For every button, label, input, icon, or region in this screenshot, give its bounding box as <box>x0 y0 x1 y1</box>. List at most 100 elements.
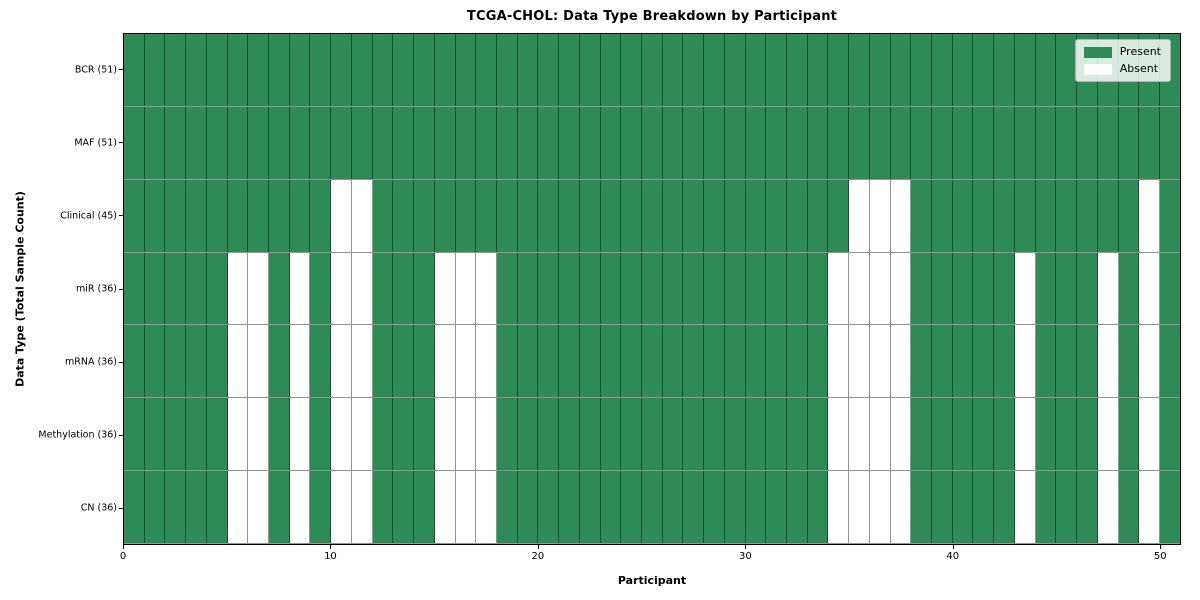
cell-miR-p44-present <box>1035 252 1057 325</box>
cell-Clinical-p33-present <box>807 179 829 252</box>
x-tick-label-40: 40 <box>946 551 960 562</box>
cell-miR-p45-present <box>1056 252 1078 325</box>
cell-CN-p24-present <box>621 471 642 544</box>
cell-mRNA-p35-absent <box>849 325 870 398</box>
cell-mRNA-p12-present <box>372 325 394 398</box>
legend-item-absent: Absent <box>1083 62 1161 75</box>
cell-Clinical-p32-present <box>787 179 808 252</box>
y-tick-label-mRNA: mRNA (36) <box>65 356 117 368</box>
cell-miR-p14-present <box>414 252 435 325</box>
cell-mRNA-p36-absent <box>869 325 891 398</box>
cell-MAF-p24-present <box>621 106 642 179</box>
cell-Methylation-p50-present <box>1159 398 1180 471</box>
cell-MAF-p34-present <box>828 106 850 179</box>
cell-mRNA-p21-present <box>559 325 580 398</box>
x-tick-mark <box>1160 545 1162 549</box>
y-tick-mark <box>119 69 123 71</box>
x-tick-label-50: 50 <box>1153 551 1167 562</box>
cell-BCR-p10-present <box>331 34 352 106</box>
cell-MAF-p0-present <box>124 106 145 179</box>
cell-Methylation-p3-present <box>186 398 207 471</box>
cell-Methylation-p44-present <box>1035 398 1057 471</box>
x-tick-label-20: 20 <box>531 551 545 562</box>
cell-Methylation-p12-present <box>372 398 394 471</box>
cell-CN-p48-present <box>1118 471 1140 544</box>
x-tick-label-0: 0 <box>119 551 127 562</box>
cell-CN-p29-present <box>724 471 746 544</box>
cell-miR-p41-present <box>973 252 995 325</box>
cell-miR-p32-present <box>787 252 808 325</box>
cell-miR-p46-present <box>1077 252 1098 325</box>
cell-BCR-p16-present <box>455 34 477 106</box>
cell-Clinical-p3-present <box>186 179 207 252</box>
cell-miR-p0-present <box>124 252 145 325</box>
cell-mRNA-p33-present <box>807 325 829 398</box>
cell-CN-p0-present <box>124 471 145 544</box>
cell-MAF-p19-present <box>517 106 539 179</box>
cell-mRNA-p32-present <box>787 325 808 398</box>
cell-CN-p31-present <box>766 471 787 544</box>
cell-mRNA-p9-present <box>310 325 332 398</box>
cell-mRNA-p38-present <box>911 325 933 398</box>
cell-Methylation-p16-absent <box>455 398 477 471</box>
cell-Clinical-p19-present <box>517 179 539 252</box>
cell-Clinical-p7-present <box>269 179 290 252</box>
cell-CN-p23-present <box>600 471 622 544</box>
chart-title: TCGA-CHOL: Data Type Breakdown by Partic… <box>466 9 838 24</box>
cell-MAF-p14-present <box>414 106 435 179</box>
cell-mRNA-p13-present <box>393 325 415 398</box>
cell-BCR-p34-present <box>828 34 850 106</box>
cell-Clinical-p34-present <box>828 179 850 252</box>
cell-Methylation-p25-present <box>641 398 663 471</box>
cell-MAF-p46-present <box>1077 106 1098 179</box>
cell-Methylation-p8-absent <box>289 398 311 471</box>
cell-miR-p31-present <box>766 252 787 325</box>
x-tick-label-30: 30 <box>738 551 752 562</box>
cell-miR-p23-present <box>600 252 622 325</box>
cell-Methylation-p37-absent <box>890 398 912 471</box>
cell-CN-p12-present <box>372 471 394 544</box>
cell-miR-p25-present <box>641 252 663 325</box>
cell-mRNA-p4-present <box>206 325 228 398</box>
cell-miR-p1-present <box>144 252 166 325</box>
cell-BCR-p13-present <box>393 34 415 106</box>
cell-MAF-p3-present <box>186 106 207 179</box>
cell-CN-p20-present <box>538 471 560 544</box>
y-tick-mark <box>119 507 123 509</box>
cell-Clinical-p50-present <box>1159 179 1180 252</box>
cell-mRNA-p15-absent <box>434 325 456 398</box>
cell-miR-p30-present <box>745 252 767 325</box>
cell-mRNA-p49-absent <box>1139 325 1160 398</box>
cell-miR-p34-absent <box>828 252 850 325</box>
cell-BCR-p20-present <box>538 34 560 106</box>
heatmap-row-CN <box>124 471 1180 545</box>
cell-BCR-p7-present <box>269 34 290 106</box>
y-tick-mark <box>119 434 123 436</box>
cell-mRNA-p14-present <box>414 325 435 398</box>
y-axis-label: Data Type (Total Sample Count) <box>13 191 27 387</box>
cell-Methylation-p49-absent <box>1139 398 1160 471</box>
cell-miR-p38-present <box>911 252 933 325</box>
cell-MAF-p31-present <box>766 106 787 179</box>
cell-BCR-p43-present <box>1014 34 1036 106</box>
cell-Clinical-p36-absent <box>869 179 891 252</box>
cell-miR-p12-present <box>372 252 394 325</box>
cell-CN-p42-present <box>994 471 1015 544</box>
cell-BCR-p2-present <box>165 34 187 106</box>
legend-absent-label: Absent <box>1119 62 1159 75</box>
cell-BCR-p41-present <box>973 34 995 106</box>
cell-Methylation-p19-present <box>517 398 539 471</box>
heatmap-row-Clinical <box>124 179 1180 253</box>
cell-MAF-p26-present <box>662 106 684 179</box>
cell-Clinical-p46-present <box>1077 179 1098 252</box>
cell-CN-p27-present <box>683 471 705 544</box>
cell-MAF-p50-present <box>1159 106 1180 179</box>
cell-Methylation-p24-present <box>621 398 642 471</box>
cell-CN-p34-absent <box>828 471 850 544</box>
cell-mRNA-p23-present <box>600 325 622 398</box>
y-tick-label-Clinical: Clinical (45) <box>60 210 117 222</box>
cell-Clinical-p13-present <box>393 179 415 252</box>
cell-BCR-p17-present <box>476 34 497 106</box>
cell-mRNA-p6-absent <box>248 325 270 398</box>
